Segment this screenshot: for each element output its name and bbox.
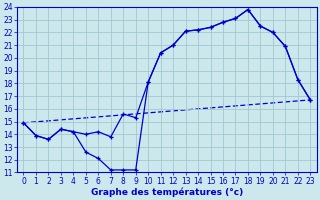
X-axis label: Graphe des températures (°c): Graphe des températures (°c) — [91, 187, 243, 197]
